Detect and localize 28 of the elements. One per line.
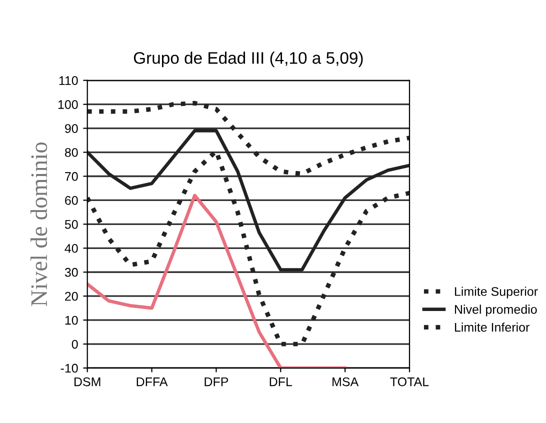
x-tick-label: DFFA [136, 377, 168, 386]
line-series [87, 148, 410, 346]
y-tick-label: 100 [58, 100, 78, 109]
y-tick-label: 10 [65, 316, 78, 325]
line-series [87, 100, 410, 176]
y-tick-label: 80 [64, 148, 78, 157]
y-tick-label: 40 [64, 244, 78, 253]
legend-label: Limite Inferior [454, 322, 530, 332]
y-axis-title: Nivel de dominio [30, 142, 48, 306]
x-tick-label: TOTAL [390, 377, 429, 386]
legend-label: Limite Superior [454, 286, 538, 298]
y-tick-label: 60 [65, 196, 78, 205]
y-tick-label: 90 [65, 124, 78, 133]
line-series [87, 129, 410, 272]
y-tick-label: 50 [64, 220, 78, 229]
x-tick-label: DFP [204, 377, 228, 386]
chart-title: Grupo de Edad III (4,10 a 5,09) [134, 52, 363, 68]
y-tick-label: 20 [65, 292, 78, 301]
legend-label: Nivel promedio [454, 304, 537, 316]
y-tick-label: 0 [72, 340, 78, 349]
y-tick-label: -10 [60, 364, 78, 373]
y-tick-label: 30 [64, 268, 78, 277]
y-tick-label: 70 [65, 172, 78, 181]
x-tick-label: MSA [332, 377, 359, 386]
x-tick-label: DFL [270, 377, 292, 386]
y-tick-label: 110 [59, 76, 78, 86]
line-series [87, 194, 347, 368]
x-tick-label: DSM [74, 377, 100, 386]
